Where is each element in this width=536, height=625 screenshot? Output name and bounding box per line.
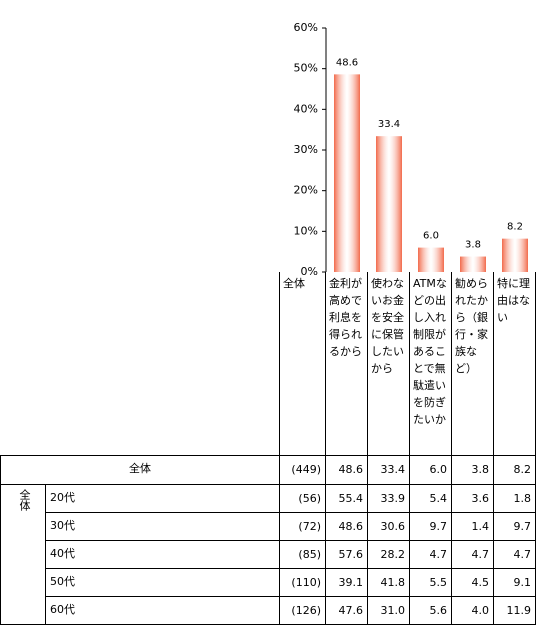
- row-count: (449): [280, 455, 326, 485]
- y-tick-label: 10%: [294, 224, 318, 237]
- value-label: 48.6: [336, 57, 358, 68]
- y-tick-label: 20%: [294, 184, 318, 197]
- row-label: 40代: [46, 541, 280, 569]
- bar: [418, 247, 444, 272]
- table-value: 8.2: [494, 455, 536, 485]
- row-count: (126): [280, 597, 326, 625]
- row-label: 30代: [46, 513, 280, 541]
- table-value: 55.4: [326, 485, 368, 513]
- category-header: 特に理由はない: [494, 272, 536, 456]
- table-value: 4.0: [452, 597, 494, 625]
- table-value: 39.1: [326, 569, 368, 597]
- y-tick-label: 30%: [294, 143, 318, 156]
- row-count: (56): [280, 485, 326, 513]
- row-label: 60代: [46, 597, 280, 625]
- table-value: 48.6: [326, 513, 368, 541]
- table-value: 1.8: [494, 485, 536, 513]
- table-value: 3.6: [452, 485, 494, 513]
- table-value: 30.6: [368, 513, 410, 541]
- value-label: 33.4: [378, 119, 400, 130]
- bar: [460, 256, 486, 272]
- category-header: 勧められたから（銀行・家族など）: [452, 272, 494, 456]
- table-value: 4.7: [410, 541, 452, 569]
- y-tick-label: 40%: [294, 102, 318, 115]
- row-label: 20代: [46, 485, 280, 513]
- bar: [334, 74, 360, 272]
- table-value: 57.6: [326, 541, 368, 569]
- row-count: (85): [280, 541, 326, 569]
- table-value: 47.6: [326, 597, 368, 625]
- category-header: 使わないお金を安全に保管したいから: [368, 272, 410, 456]
- table-value: 31.0: [368, 597, 410, 625]
- table-value: 4.7: [452, 541, 494, 569]
- table-value: 9.1: [494, 569, 536, 597]
- row-label: 50代: [46, 569, 280, 597]
- table-value: 6.0: [410, 455, 452, 485]
- row-count: (72): [280, 513, 326, 541]
- table-value: 11.9: [494, 597, 536, 625]
- table-value: 48.6: [326, 455, 368, 485]
- group-label: 全体: [0, 485, 46, 625]
- category-header: ATMなどの出し入れ制限があることで無駄遣いを防ぎたいか: [410, 272, 452, 456]
- category-header: 金利が高めで利息を得られるから: [326, 272, 368, 456]
- row-count: (110): [280, 569, 326, 597]
- value-label: 8.2: [507, 222, 523, 233]
- y-tick-label: 50%: [294, 62, 318, 75]
- chart: 0% 10% 20% 30% 40% 50% 60% 48.6 33.4 6.0 3.8 8.2: [294, 21, 528, 278]
- y-tick-label: 0%: [301, 265, 318, 278]
- table-value: 5.6: [410, 597, 452, 625]
- value-label: 3.8: [465, 240, 481, 251]
- table-value: 33.9: [368, 485, 410, 513]
- bar: [502, 238, 528, 272]
- y-tick-label: 60%: [294, 21, 318, 34]
- count-header: 全体: [279, 272, 326, 456]
- table-value: 9.7: [410, 513, 452, 541]
- table-value: 1.4: [452, 513, 494, 541]
- bar: [376, 136, 402, 272]
- table-value: 9.7: [494, 513, 536, 541]
- table-value: 41.8: [368, 569, 410, 597]
- value-label: 6.0: [423, 231, 439, 242]
- table-value: 4.7: [494, 541, 536, 569]
- row-label: 全体: [0, 455, 280, 485]
- table-value: 28.2: [368, 541, 410, 569]
- table-value: 3.8: [452, 455, 494, 485]
- table-value: 33.4: [368, 455, 410, 485]
- table-value: 5.4: [410, 485, 452, 513]
- table-value: 5.5: [410, 569, 452, 597]
- table-value: 4.5: [452, 569, 494, 597]
